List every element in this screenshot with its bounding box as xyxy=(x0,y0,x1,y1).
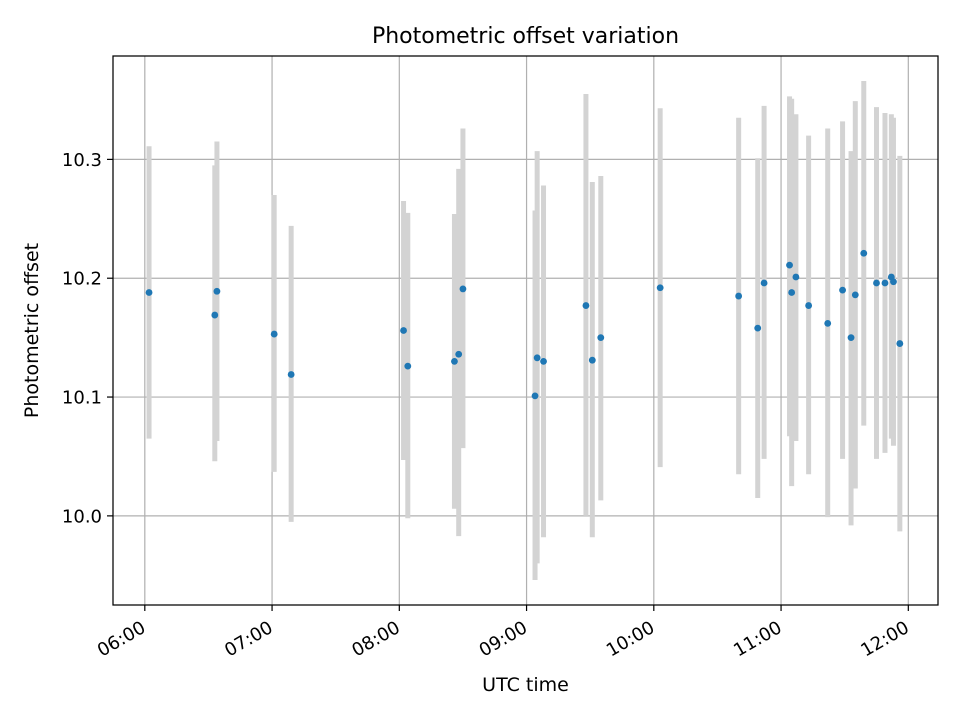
data-point xyxy=(459,285,467,293)
y-axis-label: Photometric offset xyxy=(21,243,43,418)
data-point xyxy=(588,356,596,364)
y-tick-label: 10.0 xyxy=(62,506,102,527)
data-point xyxy=(656,284,664,292)
data-point xyxy=(847,334,855,342)
data-point xyxy=(270,330,278,338)
data-point xyxy=(788,289,796,296)
data-point xyxy=(213,287,221,295)
y-tick-label: 10.1 xyxy=(62,388,102,409)
data-points xyxy=(145,249,904,400)
data-point xyxy=(540,357,547,365)
data-point xyxy=(735,292,743,300)
plot-area xyxy=(113,56,938,605)
data-point xyxy=(860,249,868,257)
data-point xyxy=(881,279,889,287)
data-point xyxy=(873,279,880,287)
data-point xyxy=(805,302,813,309)
y-axis-ticks: 10.0 10.1 10.2 10.3 xyxy=(62,150,113,527)
data-point xyxy=(851,291,859,299)
data-point xyxy=(582,302,590,309)
data-point xyxy=(533,354,541,362)
data-point xyxy=(597,334,605,342)
data-point xyxy=(400,327,407,334)
x-axis-label: UTC time xyxy=(482,674,569,696)
data-point xyxy=(786,261,793,269)
y-tick-label: 10.3 xyxy=(62,150,102,171)
data-point xyxy=(211,311,219,319)
data-point xyxy=(455,350,463,358)
data-point xyxy=(287,371,295,378)
chart-title: Photometric offset variation xyxy=(372,24,679,49)
data-point xyxy=(404,362,412,370)
data-point xyxy=(145,289,153,296)
data-point xyxy=(760,279,768,287)
data-point xyxy=(792,273,800,281)
data-point xyxy=(451,357,458,365)
data-point xyxy=(824,319,832,327)
data-point xyxy=(890,278,897,286)
plot-frame xyxy=(112,55,939,606)
data-point xyxy=(754,324,762,332)
data-point xyxy=(531,392,539,400)
y-tick-label: 10.2 xyxy=(62,269,102,290)
data-point xyxy=(896,340,904,347)
data-point xyxy=(839,286,846,294)
